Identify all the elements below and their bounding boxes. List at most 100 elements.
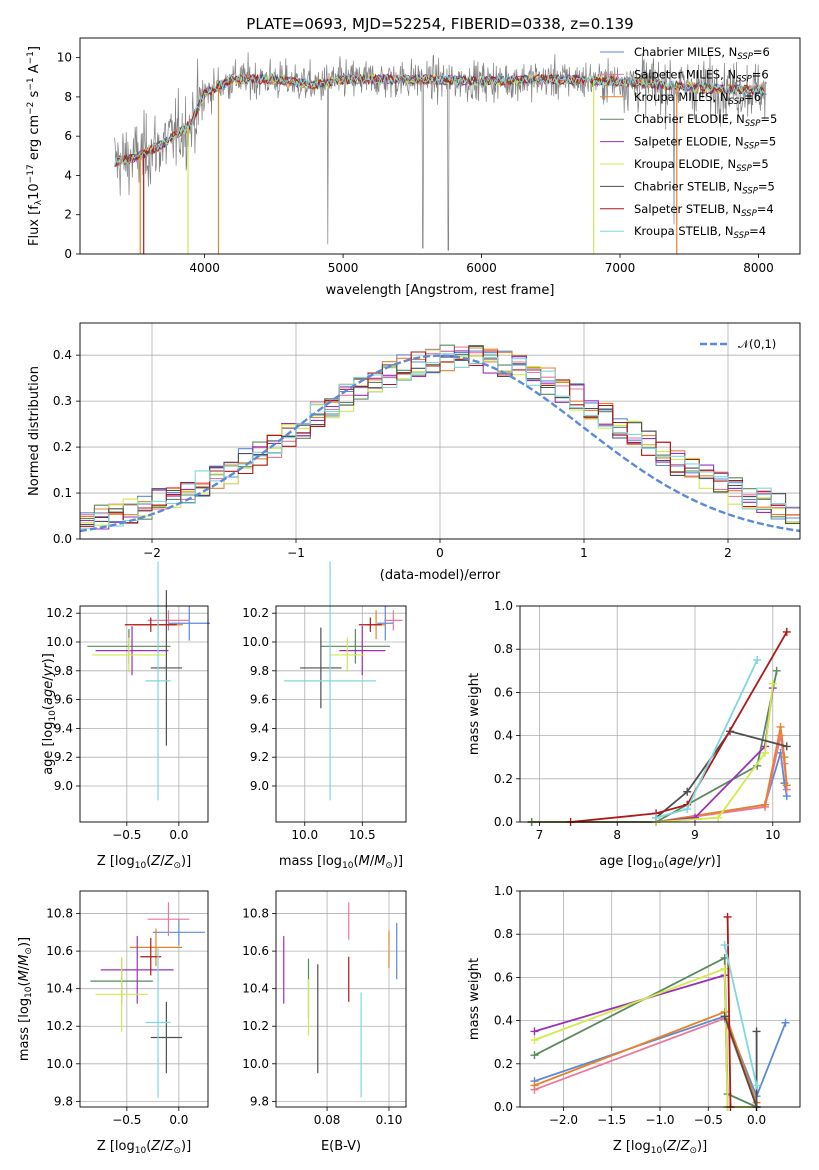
x-tick-label: −1 [287,546,305,560]
x-tick-label: 10.5 [349,828,376,842]
mass-weight-marker-chabrier_stelib [683,787,692,796]
y-tick-label: 0.0 [494,1100,513,1114]
y-tick-label: 0.6 [494,685,513,699]
y-tick-label: 9.6 [54,693,73,707]
y-tick-label: 2 [64,208,72,222]
mass-weight-marker-kroupa_elodie [761,748,769,757]
y-tick-label: 8 [64,90,72,104]
x-tick-label: 9 [691,828,699,842]
figure-title: PLATE=0693, MJD=52254, FIBERID=0338, z=0… [246,15,633,33]
mass-weight-marker-kroupa_stelib [752,1081,761,1090]
x-tick-label: −0.5 [112,1113,141,1127]
y-tick-label: 10.2 [242,1019,269,1033]
y-tick-label: 9.4 [250,721,269,735]
x-tick-label: 7000 [605,261,636,275]
y-tick-label: 0.2 [494,772,513,786]
y-tick-label: 0.2 [53,440,72,454]
y-tick-label: 10.4 [242,982,269,996]
spectrum-ylabel: Flux [fλ10−17 erg cm−2 s−1 A−1] [26,46,44,246]
spectrum-ticks: 4000 5000 6000 7000 8000 0 2 4 6 8 10 [57,51,774,275]
x-tick-label: −1.0 [645,1113,674,1127]
x-tick-label: 10 [765,828,780,842]
spectrum-legend: Chabrier MILES, NSSP=6 Salpeter MILES, NS… [600,45,777,241]
mass-weight-line-kroupa_elodie [656,683,774,823]
mass-weight-marker-chabrier_elodie [530,1051,539,1060]
x-tick-label: 0 [436,546,444,560]
legend-label-chabrier_elodie: Chabrier ELODIE, NSSP=5 [634,112,777,129]
mass-weight-marker-kroupa_miles [780,753,789,762]
y-tick-label: 0.4 [494,1014,513,1028]
y-tick-label: 10.0 [46,1057,73,1071]
mass-weight-marker-chabrier_miles [781,1018,790,1027]
mw-z-ylabel: mass weight [467,958,482,1040]
y-tick-label: 0.0 [494,815,513,829]
y-tick-label: 0.8 [494,642,513,656]
spectrum-axes-frame [79,37,801,255]
mw-z-xlabel: Z [log10(Z/Z⊙)] [613,1139,707,1156]
x-tick-label: −2 [143,546,161,560]
mass-weight-marker-kroupa_miles [776,722,785,731]
x-tick-label: 0.0 [747,1113,766,1127]
x-tick-label: 8000 [743,261,774,275]
y-tick-label: 9.6 [250,693,269,707]
x-tick-label: 0.10 [376,1113,403,1127]
histogram-kroupa_stelib [80,353,800,529]
mass-vs-ebv-panel: 0.08 0.10 9.8 10.0 10.2 10.4 10.6 10.8 [242,890,407,1127]
mass-weight-line-chabrier_elodie [531,670,778,823]
y-tick-label: 9.8 [54,1094,73,1108]
histogram-salpeter_stelib [80,350,800,527]
mass-weight-marker-kroupa_miles [530,1081,539,1090]
legend-label-kroupa_miles: Kroupa MILES, NSSP=6 [634,90,761,107]
age-vs-mass-panel: 10.0 10.5 9.0 9.2 9.4 9.6 9.8 10.0 10.2 [242,561,407,842]
age-z-xlabel: Z [log10(Z/Z⊙)] [97,854,191,871]
axes-frame [519,605,801,823]
mw-age-xlabel: age [log10(age/yr)] [599,854,721,871]
mass-weight-marker-kroupa_miles [761,800,769,809]
mass-z-xlabel: Z [log10(Z/Z⊙)] [97,1139,191,1156]
normal-legend-label: 𝒩(0,1) [738,337,776,351]
y-tick-label: 10.8 [46,907,73,921]
y-tick-label: 1.0 [494,599,513,613]
x-tick-label: 8 [613,828,621,842]
y-tick-label: 10.6 [46,944,73,958]
age-vs-metallicity-panel: −0.5 0.0 9.0 9.2 9.4 9.6 9.8 10.0 10.2 [46,561,211,842]
axes-frame [79,890,209,1108]
mass-weight-line-salpeter_miles [534,1017,758,1108]
x-tick-label: 0.0 [169,828,188,842]
y-tick-label: 10.0 [242,635,269,649]
y-tick-label: 0.1 [53,486,72,500]
x-tick-label: 0.08 [314,1113,341,1127]
y-tick-label: 9.0 [54,779,73,793]
y-tick-label: 0.8 [494,927,513,941]
mass-weight-marker-salpeter_stelib [723,912,732,921]
x-tick-label: 7 [536,828,544,842]
mass-weight-marker-kroupa_elodie [720,964,729,973]
mass-weight-line-chabrier_elodie [534,956,757,1108]
spectrum-model-kroupa_stelib [114,73,767,167]
y-tick-label: 0.3 [53,394,72,408]
y-tick-label: 0.6 [494,970,513,984]
y-tick-label: 10.2 [242,606,269,620]
mass-weight-marker-chabrier_stelib [720,1012,729,1021]
age-z-ylabel: age [log10(age/yr)] [41,653,58,775]
massweight-vs-age-panel: 7 8 9 10 0.0 0.2 0.4 0.6 0.8 1.0 [494,599,801,842]
y-tick-label: 10.0 [46,635,73,649]
x-tick-label: 10.0 [291,828,318,842]
y-tick-label: 9.0 [250,779,269,793]
y-tick-label: 0.4 [494,729,513,743]
y-tick-label: 9.8 [54,664,73,678]
legend-label-salpeter_stelib: Salpeter STELIB, NSSP=4 [634,202,774,219]
mass-weight-marker-kroupa_stelib [720,941,729,949]
y-tick-label: 9.8 [250,1094,269,1108]
y-tick-label: 0 [64,247,72,261]
y-tick-label: 1.0 [494,884,513,898]
x-tick-label: 2 [724,546,732,560]
mass-weight-marker-kroupa_elodie [768,679,777,688]
mass-weight-marker-salpeter_stelib [782,627,791,636]
spectrum-xlabel: wavelength [Angstrom, rest frame] [326,283,555,298]
x-tick-label: −0.5 [112,828,141,842]
axes-frame [275,890,407,1108]
mass-weight-marker-kroupa_stelib [753,656,762,664]
y-tick-label: 9.4 [54,721,73,735]
